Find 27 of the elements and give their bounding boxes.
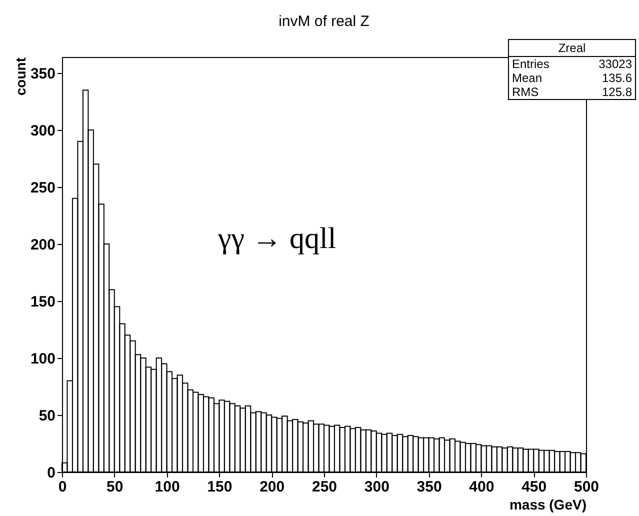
x-tick-label: 50 [106, 478, 124, 496]
text: RMS 125.8 [512, 85, 632, 99]
y-axis-title: count [12, 57, 28, 96]
y-tick-label: 100 [30, 350, 56, 368]
y-tick-label: 0 [47, 464, 56, 482]
x-tick-label: 400 [469, 478, 494, 496]
y-tick-label: 300 [30, 122, 56, 140]
x-tick-label: 300 [364, 478, 390, 496]
x-tick-label: 100 [154, 478, 180, 496]
x-tick-label: 450 [522, 478, 547, 496]
y-tick-label: 200 [30, 236, 56, 254]
x-axis-title: mass (GeV) [509, 496, 586, 512]
text: Zreal [509, 40, 635, 57]
x-tick-label: 200 [260, 478, 285, 496]
x-tick-label: 250 [312, 478, 338, 496]
x-tick-label: 500 [574, 478, 600, 496]
text: Entries 33023 [512, 57, 632, 71]
y-tick-label: 350 [30, 65, 56, 82]
x-tick-label: 150 [207, 478, 232, 496]
x-tick-label: 0 [58, 478, 67, 496]
text: Mean 135.6 [512, 71, 632, 85]
y-tick-label: 50 [38, 407, 56, 424]
y-tick-label: 250 [30, 179, 56, 196]
chart-title: invM of real Z [278, 13, 370, 30]
x-tick-label: 350 [416, 478, 442, 496]
y-tick-label: 150 [30, 293, 56, 310]
annotation: γγ → qqll [218, 222, 336, 256]
